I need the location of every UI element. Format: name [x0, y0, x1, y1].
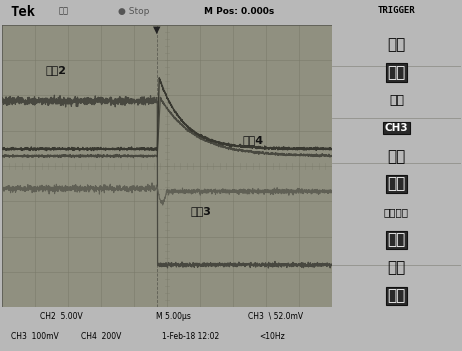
Text: CH3  100mV: CH3 100mV	[12, 332, 59, 341]
Text: M 5.00μs: M 5.00μs	[156, 312, 191, 321]
Text: CH4  200V: CH4 200V	[81, 332, 122, 341]
Text: TRIGGER: TRIGGER	[377, 6, 415, 15]
Text: Tek: Tek	[11, 5, 36, 19]
Text: 1-Feb-18 12:02: 1-Feb-18 12:02	[162, 332, 219, 341]
Text: <10Hz: <10Hz	[260, 332, 286, 341]
Text: CH3  \ 52.0mV: CH3 \ 52.0mV	[248, 312, 304, 321]
Text: ▼: ▼	[153, 25, 161, 34]
Text: ⎍⎍: ⎍⎍	[58, 7, 68, 15]
Text: 类型: 类型	[387, 37, 406, 52]
Text: 曲熿4: 曲熿4	[243, 135, 264, 145]
Text: 触发方式: 触发方式	[384, 207, 409, 217]
Text: 边沿: 边沿	[387, 65, 406, 80]
Text: 曲熿3: 曲熿3	[190, 206, 211, 216]
Text: 正常: 正常	[387, 232, 406, 247]
Text: ● Stop: ● Stop	[118, 7, 150, 16]
Text: 耦合: 耦合	[387, 260, 406, 276]
Text: 信源: 信源	[389, 94, 404, 107]
Text: 下降: 下降	[387, 177, 406, 192]
Text: CH2  5.00V: CH2 5.00V	[40, 312, 83, 321]
Text: CH3: CH3	[385, 123, 408, 133]
Text: 斜率: 斜率	[387, 149, 406, 164]
Text: M Pos: 0.000s: M Pos: 0.000s	[205, 7, 275, 16]
Text: 曲熿2: 曲熿2	[45, 65, 66, 75]
Text: 直流: 直流	[387, 289, 406, 303]
